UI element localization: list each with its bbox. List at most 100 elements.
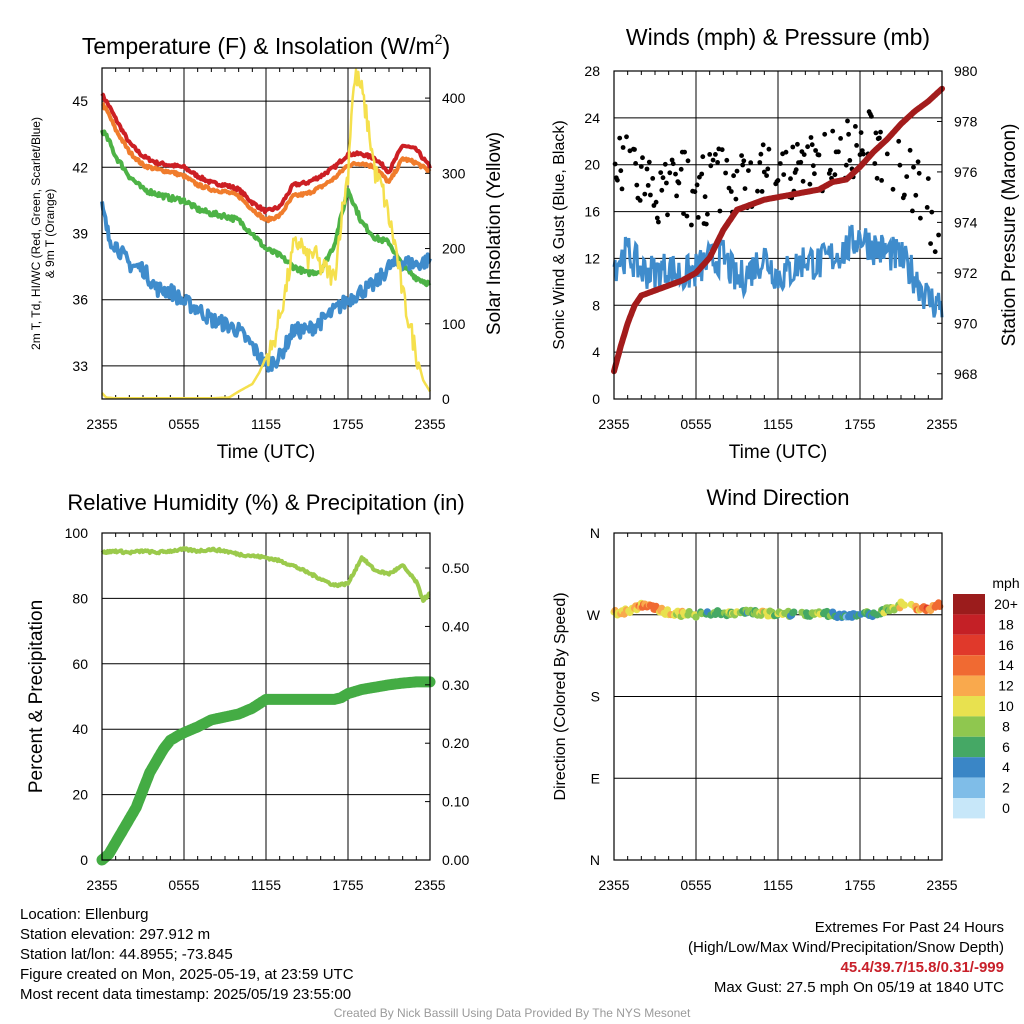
y-tick-label: 80: [72, 590, 88, 606]
y-tick-label: S: [591, 689, 600, 705]
panel-2: 2355 0555 1155 1755 2355 0 4 8 12 16 20 24 28 968 970 9…: [551, 24, 1020, 463]
y2-tick-label: 968: [954, 366, 978, 382]
y-tick-label: 20: [584, 157, 600, 173]
chart-title: Winds (mph) & Pressure (mb): [626, 24, 930, 50]
rh-line: [100, 546, 431, 603]
legend-swatch: [953, 777, 985, 798]
panel-4: 2355 0555 1155 1755 2355 N E S W N Wind Direction D…: [552, 485, 1020, 893]
legend-label: 8: [1002, 718, 1010, 734]
gust-point: [685, 158, 691, 164]
y-axis-label-line1: 2m T, Td, HI/WC (Red, Green, Scarlet/Blu…: [29, 117, 43, 350]
gust-point: [662, 161, 668, 167]
gust-point: [618, 168, 624, 174]
gust-point: [678, 166, 684, 172]
gust-point: [624, 134, 629, 140]
gust-point: [890, 186, 896, 192]
legend-label: 2: [1002, 780, 1010, 796]
gust-point: [689, 222, 694, 228]
y-tick-label: 33: [72, 358, 88, 374]
y-tick-label: 20: [72, 787, 88, 803]
gust-point: [800, 178, 806, 184]
gust-point: [731, 173, 736, 179]
gust-point: [705, 211, 710, 217]
y-axis-label-line2: & 9m T (Orange): [43, 189, 57, 279]
gust-point: [637, 198, 643, 203]
y2-tick-label: 972: [954, 265, 978, 281]
legend-label: 4: [1002, 759, 1010, 775]
series-line-0: [100, 92, 432, 215]
gust-point: [728, 189, 734, 194]
y2-tick-label: 978: [954, 113, 978, 129]
x-tick-label: 1155: [251, 416, 281, 432]
gust-point: [665, 212, 670, 218]
gust-point: [656, 219, 661, 225]
y2-tick-label: 400: [442, 90, 466, 106]
y2-tick-label: 0.20: [442, 735, 469, 751]
gust-point: [724, 157, 730, 163]
gust-point: [670, 161, 676, 167]
y2-tick-label: 0.40: [442, 618, 469, 634]
pressure-line: [611, 85, 945, 375]
gust-point: [853, 124, 858, 129]
gust-point: [873, 130, 879, 136]
x-tick-label: 0555: [168, 416, 199, 432]
gust-point: [911, 164, 916, 170]
chart-title: Relative Humidity (%) & Precipitation (i…: [67, 490, 464, 515]
gust-point: [801, 152, 807, 158]
gust-point: [788, 176, 793, 182]
gust-point: [700, 154, 706, 160]
gust-point: [759, 189, 765, 194]
gust-point: [713, 152, 718, 157]
extremes-info: Extremes For Past 24 Hours (High/Low/Max…: [688, 918, 1004, 998]
x-tick-label: 2355: [598, 877, 629, 893]
series-line-3: [100, 201, 432, 373]
y2-tick-label: 100: [442, 316, 466, 332]
gust-point: [740, 162, 746, 168]
x-tick-label: 1755: [844, 877, 875, 893]
x-tick-label: 2355: [598, 416, 629, 432]
speed-legend: mph 20+ 18 16 14 12 10 8 6 4 2 0: [953, 575, 1020, 819]
max-gust-text: Max Gust: 27.5 mph On 05/19 at 1840 UTC: [713, 979, 1004, 996]
plot-frame: [613, 70, 943, 400]
precip-line: [96, 676, 436, 866]
panel-3: 2355 0555 1155 1755 2355 0 20 40 60 80 100 0.00 0.10…: [26, 490, 469, 893]
y-tick-label: 16: [584, 204, 600, 220]
gust-point: [872, 161, 878, 166]
gust-point: [734, 168, 740, 174]
gust-point: [634, 182, 640, 188]
legend-swatch: [953, 716, 985, 737]
y-tick-label: 39: [72, 226, 88, 242]
y2-tick-label: 974: [954, 214, 978, 230]
gust-point: [913, 192, 919, 198]
gust-point: [795, 141, 800, 147]
gust-point: [681, 211, 686, 217]
y-tick-label: 24: [584, 110, 600, 126]
y-tick-label: 40: [72, 721, 88, 737]
gust-point: [760, 142, 766, 148]
gust-point: [896, 138, 902, 144]
x-tick-label: 1755: [332, 877, 363, 893]
gust-point: [707, 152, 713, 157]
gust-point: [723, 170, 728, 176]
gust-point: [805, 144, 810, 150]
gust-point: [925, 176, 931, 182]
gust-point: [761, 169, 767, 175]
gust-point: [845, 118, 850, 124]
y-tick-label: 0: [80, 852, 88, 868]
direction-point: [900, 601, 909, 609]
legend-label: 20+: [994, 596, 1018, 612]
gust-point: [874, 175, 880, 181]
plot-frame: [613, 532, 943, 861]
gust-point: [620, 145, 626, 150]
gust-point: [648, 192, 653, 198]
y2-axis-label: Solar Insolation (Yellow): [484, 132, 505, 335]
legend-swatch: [953, 614, 985, 635]
extremes-title: Extremes For Past 24 Hours: [814, 919, 1004, 936]
y-tick-label: 0: [592, 391, 600, 407]
gust-point: [858, 130, 864, 136]
gust-point: [645, 183, 651, 188]
y2-tick-label: 0.10: [442, 794, 469, 810]
x-tick-label: 2355: [86, 416, 117, 432]
gust-point: [846, 131, 851, 137]
